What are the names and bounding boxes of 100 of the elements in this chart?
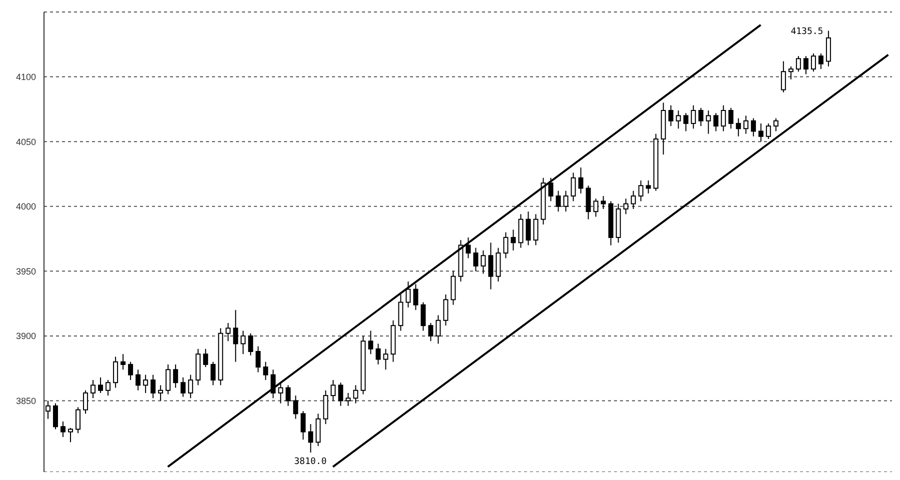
candlestick: [136, 369, 141, 391]
candlestick: [586, 185, 591, 220]
candlestick: [706, 110, 711, 134]
annotation: 4135.5: [790, 26, 824, 37]
candlestick: [143, 374, 148, 394]
candlestick: [413, 284, 418, 311]
y-tick-label: 4050: [16, 136, 36, 147]
candlestick: [188, 374, 194, 399]
candlestick: [90, 380, 96, 399]
candlestick: [150, 374, 156, 399]
candlestick: [736, 118, 741, 137]
candlestick: [810, 52, 816, 72]
candlestick: [120, 354, 126, 370]
candlestick: [376, 343, 381, 365]
candlestick: [98, 376, 104, 394]
y-tick-label: 3950: [16, 266, 36, 276]
candlestick: [623, 198, 628, 215]
candlestick: [510, 229, 516, 251]
y-tick-label: 4000: [16, 202, 36, 212]
candlestick: [450, 270, 456, 306]
candlestick: [68, 427, 74, 443]
candlestick: [698, 107, 704, 127]
candlestick: [210, 361, 216, 386]
candlestick: [240, 330, 246, 355]
candlestick: [518, 214, 524, 248]
candlestick: [346, 392, 351, 406]
candlestick: [60, 420, 66, 438]
y-tick-label: 3900: [16, 331, 36, 342]
candlestick: [638, 180, 644, 202]
candlestick: [398, 294, 404, 332]
candlestick: [263, 361, 268, 380]
candlestick: [300, 410, 306, 440]
candlestick: [676, 110, 681, 130]
candlestick: [53, 402, 58, 430]
candlestick: [46, 400, 50, 420]
candlestick: [76, 406, 81, 434]
candlestick: [353, 384, 358, 404]
candlestick: [503, 232, 508, 259]
candlestick: [796, 56, 801, 72]
candlestick: [773, 118, 778, 132]
candlestick: [420, 302, 426, 332]
candlestick: [780, 60, 786, 93]
candlestick: [113, 356, 118, 388]
candlestick: [803, 56, 808, 75]
candlestick: [728, 107, 734, 130]
candlestick: [278, 382, 284, 404]
candlestick: [570, 172, 576, 202]
candlestick: [173, 364, 178, 388]
candlestick: [428, 322, 434, 342]
candlestick: [548, 177, 554, 202]
candlestick: [496, 247, 501, 282]
candlestick: [600, 196, 606, 210]
candlestick: [593, 198, 598, 218]
candlestick: [128, 361, 134, 380]
candlestick: [248, 332, 254, 356]
candlestick: [158, 384, 164, 402]
candlestick: [180, 376, 186, 398]
candlestick: [443, 294, 448, 326]
candlestick: [646, 180, 651, 194]
candlestick: [556, 190, 561, 212]
candlestick: [826, 30, 831, 67]
candlestick: [83, 390, 88, 414]
candlestick: [713, 112, 718, 132]
candlestick: [256, 346, 261, 373]
candlestick: [286, 384, 291, 406]
candlestick: [368, 330, 374, 355]
candlestick: [233, 310, 238, 362]
candlestick: [330, 380, 336, 402]
candlestick: [488, 242, 494, 290]
candlestick: [323, 390, 328, 425]
candlestick: [338, 382, 344, 406]
candlestick: [766, 122, 771, 140]
candlestick: [578, 166, 584, 194]
candlestick: [720, 104, 726, 132]
candlestick: [466, 236, 471, 259]
annotation: 3810.0: [294, 456, 327, 467]
candlestick: [526, 211, 531, 246]
candlestick: [630, 190, 636, 210]
candlestick: [480, 250, 486, 274]
candlestick: [743, 115, 748, 134]
candlestick: [473, 247, 478, 272]
candlestick: [308, 424, 314, 454]
candlestick: [226, 322, 231, 342]
candlestick: [758, 122, 764, 142]
candlestick: [316, 413, 321, 447]
candlestick: [203, 348, 208, 368]
candlestick: [750, 118, 756, 137]
candlestick: [293, 395, 298, 420]
candlestick: [690, 104, 696, 130]
candlestick: [436, 314, 441, 344]
y-tick-label: 3850: [16, 396, 36, 406]
y-tick-label: 4100: [16, 72, 36, 82]
candlestick: [668, 104, 674, 127]
candlestick: [818, 52, 824, 70]
candlestick: [383, 348, 388, 370]
candlestick: [563, 190, 568, 212]
candlestick: [166, 364, 171, 395]
candlestick: [106, 380, 111, 396]
candlestick: [683, 112, 688, 132]
candlestick: [788, 66, 794, 80]
